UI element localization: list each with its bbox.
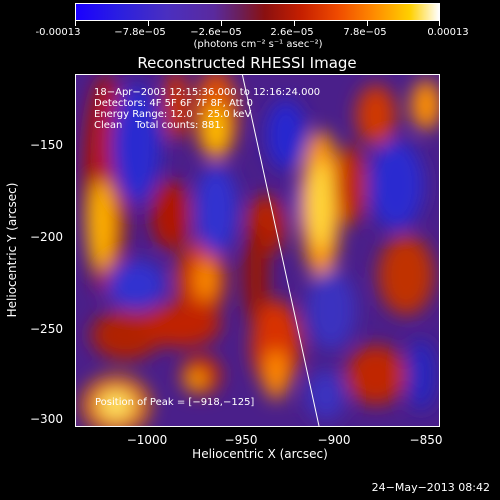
y-tick-label: −150 bbox=[30, 138, 63, 152]
y-tick-label: −250 bbox=[30, 322, 63, 336]
info-line-energy: Energy Range: 12.0 − 25.0 keV bbox=[94, 109, 252, 120]
image-title: Reconstructed RHESSI Image bbox=[137, 54, 357, 72]
x-axis-label: Heliocentric X (arcsec) bbox=[192, 447, 328, 461]
colorbar-tick bbox=[148, 21, 149, 26]
x-tick-label: −950 bbox=[224, 433, 258, 447]
image-plot-area: 18−Apr−2003 12:15:36.000 to 12:16:24.000… bbox=[75, 74, 440, 427]
colorbar-tick-label: 0.00013 bbox=[427, 27, 469, 38]
y-tick-label: −300 bbox=[30, 412, 63, 426]
solar-limb-line bbox=[241, 75, 320, 426]
info-line-detectors: Detectors: 4F 5F 6F 7F 8F, Att 0 bbox=[94, 98, 254, 109]
colorbar-tick bbox=[294, 21, 295, 26]
colorbar-tick bbox=[439, 21, 440, 26]
colorbar-tick bbox=[367, 21, 368, 26]
y-tick-label: −200 bbox=[30, 230, 63, 244]
colorbar-tick bbox=[221, 21, 222, 26]
x-tick-label: −900 bbox=[317, 433, 351, 447]
timestamp-footer: 24−May−2013 08:42 bbox=[371, 481, 490, 494]
info-line-time: 18−Apr−2003 12:15:36.000 to 12:16:24.000 bbox=[94, 87, 321, 98]
rhessi-image bbox=[76, 75, 439, 426]
colorbar-unit: (photons cm⁻² s⁻¹ asec⁻²) bbox=[193, 39, 323, 50]
x-tick-label: −850 bbox=[409, 433, 443, 447]
info-line-counts: Clean Total counts: 881. bbox=[94, 120, 224, 131]
colorbar-tick-label: 7.8e−05 bbox=[343, 27, 387, 38]
colorbar-tick-label: -0.00013 bbox=[35, 27, 81, 38]
y-axis-label: Heliocentric Y (arcsec) bbox=[5, 182, 19, 318]
colorbar-tick bbox=[75, 21, 76, 26]
colorbar-tick-label: 2.6e−05 bbox=[270, 27, 314, 38]
x-tick-label: −1000 bbox=[126, 433, 168, 447]
colorbar-tick-label: −7.8e−05 bbox=[114, 27, 166, 38]
colorbar-tick-label: −2.6e−05 bbox=[190, 27, 242, 38]
peak-position: Position of Peak = [−918,−125] bbox=[95, 397, 255, 408]
colorbar bbox=[75, 3, 440, 21]
